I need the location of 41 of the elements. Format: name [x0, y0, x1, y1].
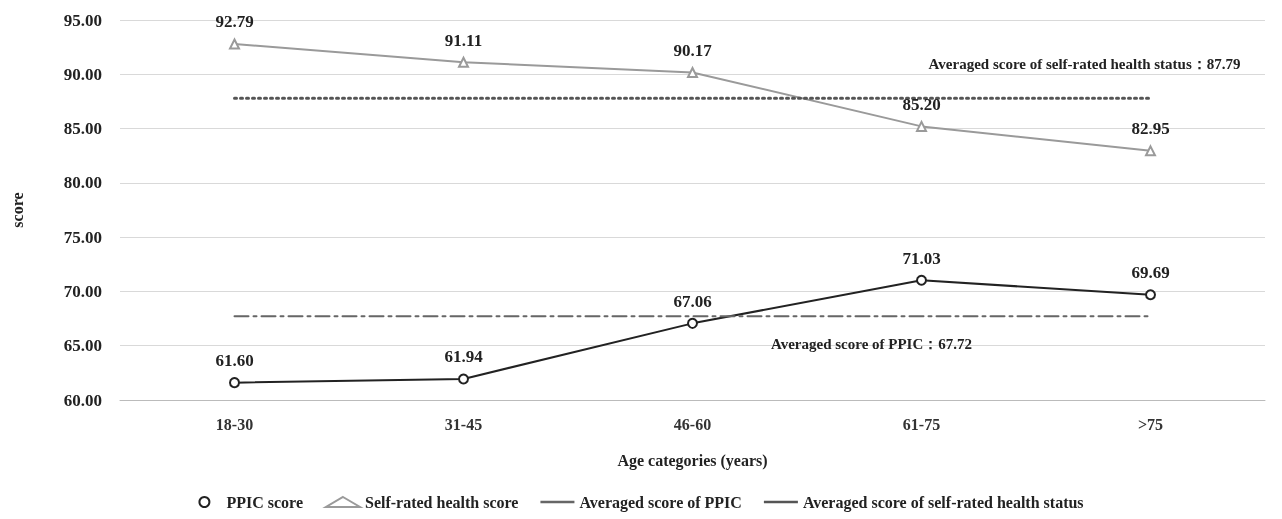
data-label: 71.03 — [902, 248, 941, 268]
x-tick-label: 31-45 — [444, 415, 483, 433]
point — [458, 373, 469, 385]
point — [1145, 145, 1156, 157]
y-tick-label: 70.00 — [63, 281, 102, 301]
y-tick-label: 80.00 — [63, 173, 102, 193]
data-label: 90.17 — [673, 40, 713, 60]
annotation: Averaged score of PPIC：67.72 — [770, 336, 973, 353]
point — [229, 377, 240, 389]
x-tick-label: 46-60 — [673, 415, 712, 433]
data-label: 92.79 — [215, 12, 254, 32]
data-label: 82.95 — [1131, 119, 1170, 139]
y-tick-label: 85.00 — [63, 119, 102, 139]
point — [916, 274, 927, 286]
y-tick-label: 65.00 — [63, 336, 102, 356]
y-axis-title: score — [8, 192, 26, 228]
x-axis-title: Age categories (years) — [617, 451, 768, 470]
y-tick-label: 95.00 — [63, 10, 102, 30]
y-tick-label: 75.00 — [63, 227, 102, 247]
data-label: 67.06 — [673, 291, 712, 311]
data-label: 85.20 — [902, 94, 941, 114]
legend-label: Averaged score of PPIC — [579, 493, 742, 512]
point — [687, 66, 698, 78]
y-tick-label: 90.00 — [63, 64, 102, 84]
point — [458, 56, 469, 68]
legend-label: PPIC score — [226, 493, 303, 511]
point — [229, 38, 240, 50]
x-tick-label: >75 — [1137, 415, 1164, 433]
point — [916, 120, 927, 132]
data-label: 61.94 — [444, 347, 484, 367]
legend-label: Averaged score of self-rated health status — [802, 493, 1084, 512]
point — [1145, 289, 1156, 301]
annotation: Averaged score of self-rated health status：87.79 — [928, 56, 1241, 73]
point — [687, 317, 698, 329]
legend-label: Self-rated health score — [364, 493, 519, 511]
data-label: 61.60 — [215, 351, 254, 371]
x-tick-label: 61-75 — [902, 415, 941, 433]
y-tick-label: 60.00 — [63, 390, 102, 410]
x-tick-label: 18-30 — [215, 415, 254, 433]
data-label: 91.11 — [444, 30, 483, 50]
data-label: 69.69 — [1131, 263, 1170, 283]
